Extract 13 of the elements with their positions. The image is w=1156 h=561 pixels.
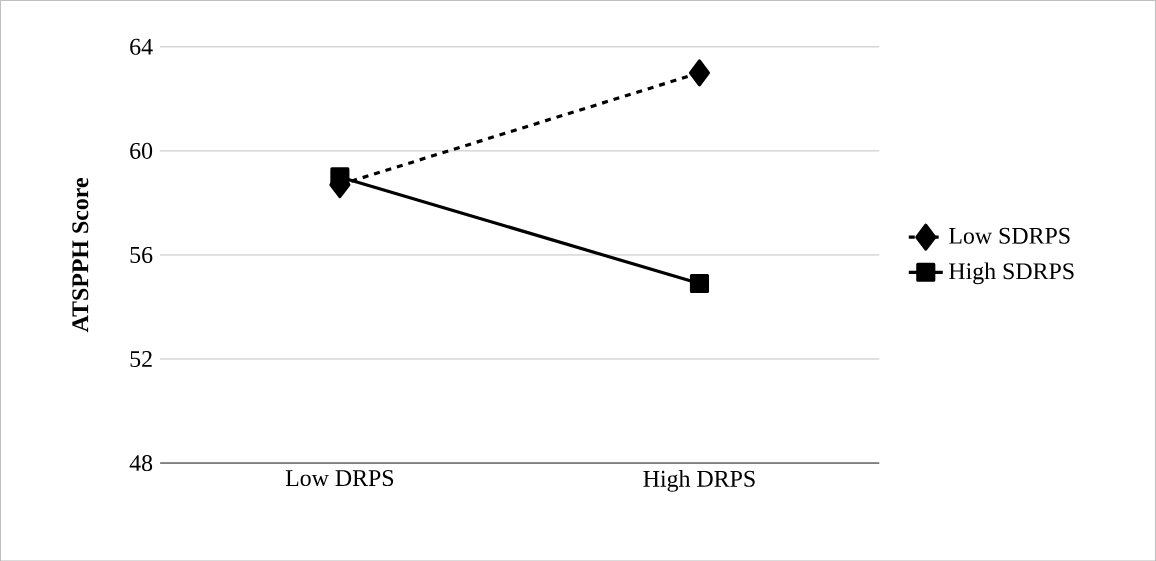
y-axis-title: ATSPPH Score: [72, 177, 89, 333]
legend-label: Low SDRPS: [949, 227, 1070, 244]
y-tick-label: 56: [130, 246, 153, 263]
point: [689, 273, 710, 293]
y-tick-label: 52: [130, 350, 152, 367]
y-tick-label: 64: [130, 38, 153, 55]
x-tick-label: High DRPS: [643, 469, 755, 492]
legend-label: High SDRPS: [949, 262, 1074, 285]
y-tick-label: 60: [130, 142, 153, 159]
y-tick-label: 48: [129, 454, 153, 471]
point: [330, 167, 350, 187]
x-tick-label: Low DRPS: [285, 469, 394, 486]
point: [688, 59, 711, 87]
